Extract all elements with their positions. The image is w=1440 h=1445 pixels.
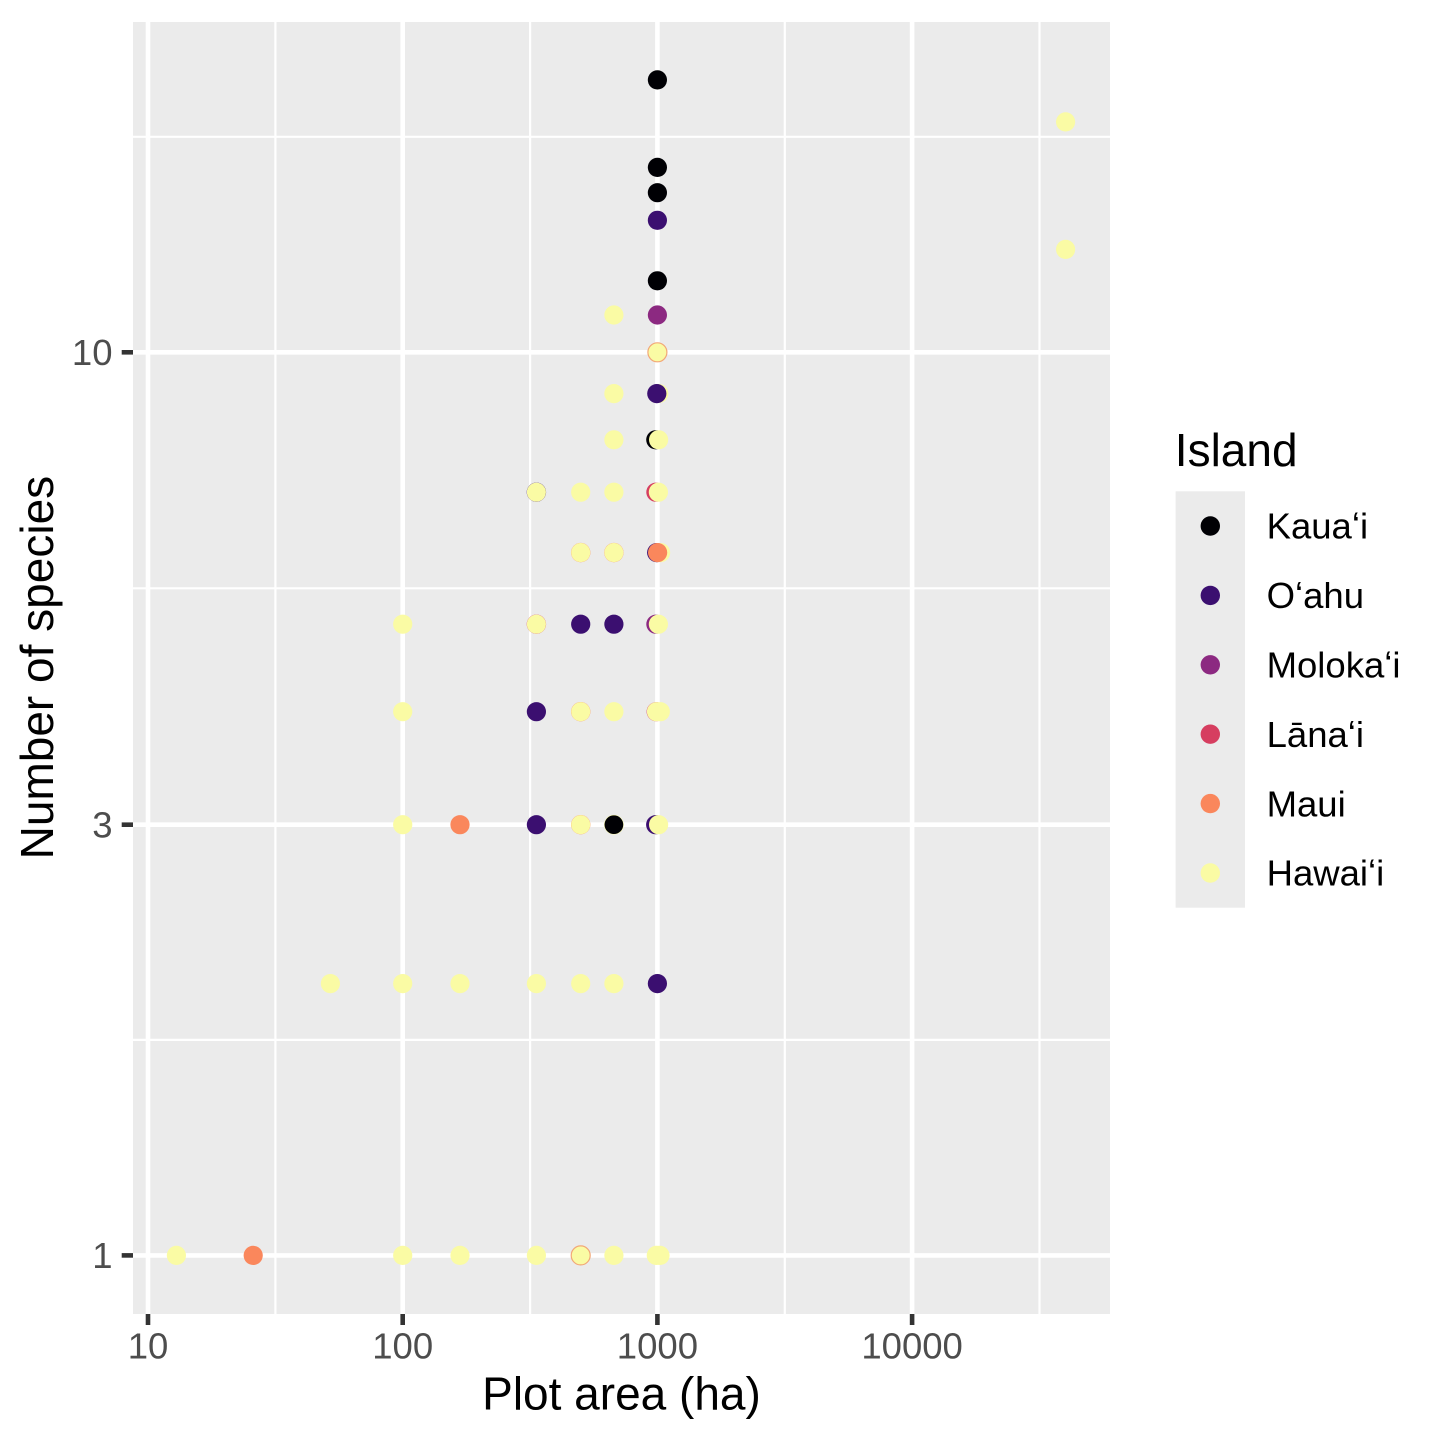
svg-text:1: 1 xyxy=(92,1235,112,1276)
svg-text:Number of species: Number of species xyxy=(11,476,63,860)
svg-text:10000: 10000 xyxy=(861,1326,963,1367)
svg-text:10: 10 xyxy=(128,1326,169,1367)
svg-text:3: 3 xyxy=(92,804,112,845)
svg-text:1000: 1000 xyxy=(617,1326,698,1367)
svg-text:Maui: Maui xyxy=(1267,783,1346,824)
svg-text:10: 10 xyxy=(72,332,113,373)
svg-text:100: 100 xyxy=(372,1326,433,1367)
svg-text:Kauaʻi: Kauaʻi xyxy=(1267,506,1368,547)
svg-text:Molokaʻi: Molokaʻi xyxy=(1267,645,1401,686)
svg-text:Hawaiʻi: Hawaiʻi xyxy=(1267,853,1385,894)
svg-text:Plot area (ha): Plot area (ha) xyxy=(482,1368,761,1420)
svg-text:Oʻahu: Oʻahu xyxy=(1267,575,1364,616)
svg-text:Lānaʻi: Lānaʻi xyxy=(1267,714,1364,755)
svg-text:Island: Island xyxy=(1175,424,1298,476)
